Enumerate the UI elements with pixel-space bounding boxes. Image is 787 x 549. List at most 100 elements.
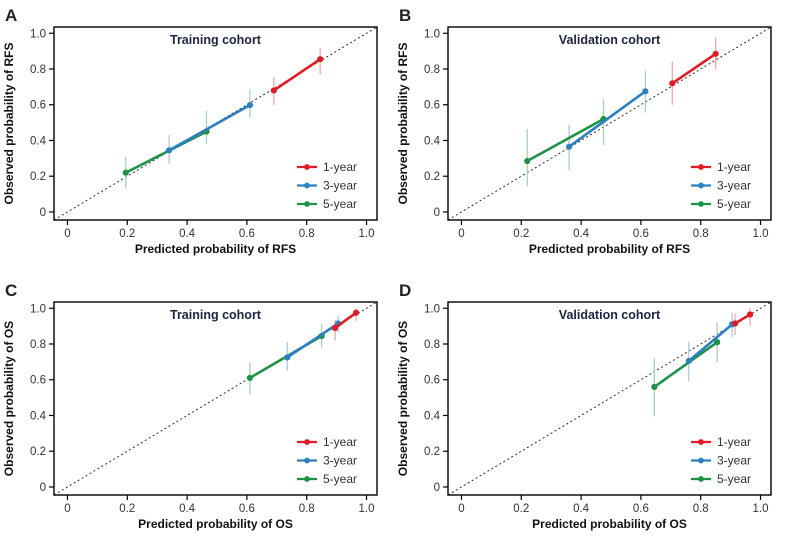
y-tick-label: 0.8 [30, 338, 46, 350]
x-tick-label: 0.6 [632, 228, 648, 240]
panel-letter: C [5, 281, 17, 300]
data-point-1-year [317, 56, 324, 63]
data-point-3-year [565, 143, 572, 150]
y-tick-label: 0.8 [30, 64, 46, 76]
x-tick-label: 1.0 [359, 503, 375, 515]
y-tick-label: 1.0 [30, 303, 46, 315]
y-axis-title: Observed probability of RFS [396, 42, 410, 204]
panel-letter: B [399, 6, 411, 25]
y-tick-label: 0.4 [424, 135, 441, 147]
x-tick-label: 0 [458, 228, 464, 240]
x-tick-label: 0.4 [179, 503, 196, 515]
plot-frame [446, 300, 772, 496]
x-tick-label: 0.2 [119, 503, 135, 515]
legend-marker-3-year [697, 457, 704, 463]
y-tick-label: 0 [40, 207, 46, 219]
data-point-3-year [641, 88, 648, 95]
legend-marker-5-year [697, 475, 704, 482]
legend-label-5-year: 5-year [717, 197, 751, 211]
x-tick-label: 0.6 [632, 503, 648, 515]
series-line-3-year [567, 90, 647, 149]
legend-marker-1-year [304, 164, 310, 170]
y-tick-label: 1.0 [30, 28, 46, 40]
panel-title: Validation cohort [558, 33, 660, 47]
legend-marker-3-year [304, 182, 310, 189]
y-tick-label: 0.6 [30, 100, 46, 112]
legend: 1-year 3-year 5-year [297, 160, 357, 211]
data-point-1-year [712, 50, 719, 57]
y-tick-label: 0.8 [424, 64, 440, 76]
data-point-1-year [270, 87, 277, 94]
x-tick-label: 0.8 [299, 503, 315, 515]
x-tick-label: 1.0 [359, 228, 375, 240]
legend-label-1-year: 1-year [323, 160, 357, 174]
series-line-1-year [670, 52, 717, 85]
y-tick-label: 0.6 [424, 100, 440, 112]
legend-label-1-year: 1-year [717, 160, 751, 174]
legend-marker-5-year [697, 201, 704, 207]
data-point-1-year [731, 319, 738, 327]
y-tick-label: 0.6 [424, 374, 440, 386]
panel-c: C 0 0 0.2 0.2 0.4 0.4 0.6 0.6 0.8 0.8 1.0 1.0 Trainin… [0, 275, 394, 549]
data-point-3-year [685, 357, 692, 364]
y-tick-label: 0.2 [424, 446, 440, 458]
panel-letter: A [5, 6, 17, 25]
x-tick-label: 0.2 [513, 228, 529, 240]
x-tick-label: 0.2 [119, 228, 135, 240]
legend-label-5-year: 5-year [717, 472, 751, 486]
legend: 1-year 3-year 5-year [690, 160, 751, 211]
legend-marker-1-year [304, 438, 310, 445]
calibration-plot-a: A 0 0 0.2 0.2 0.4 0.4 0.6 0.6 0.8 0.8 1.0 1.0 Trainin… [2, 6, 378, 256]
legend-marker-3-year [304, 457, 310, 463]
legend: 1-year 3-year 5-year [690, 435, 751, 486]
plot-frame [446, 26, 772, 221]
y-tick-label: 0.8 [424, 338, 440, 350]
x-tick-label: 0 [458, 503, 464, 515]
legend-marker-5-year [304, 475, 310, 482]
panel-a: A 0 0 0.2 0.2 0.4 0.4 0.6 0.6 0.8 0.8 1.0 1.0 Trainin… [0, 0, 394, 275]
data-point-1-year [332, 324, 339, 331]
x-tick-label: 1.0 [752, 503, 768, 515]
x-tick-label: 1.0 [752, 228, 768, 240]
data-point-3-year [166, 147, 173, 154]
x-tick-label: 0.2 [513, 503, 529, 515]
y-tick-label: 0.4 [30, 135, 47, 147]
data-point-5-year [713, 338, 720, 345]
series-line-1-year [333, 310, 358, 329]
series-line-5-year [652, 340, 718, 388]
y-tick-label: 0.6 [30, 374, 46, 386]
panel-d: D 0 0 0.2 0.2 0.4 0.4 0.6 0.6 0.8 0.8 1.0 1.0 Validat… [394, 275, 787, 549]
panel-title: Validation cohort [558, 308, 660, 322]
plot-frame [53, 26, 378, 221]
x-tick-label: 0.4 [573, 503, 590, 515]
y-tick-label: 0.4 [30, 410, 47, 422]
x-axis-title: Predicted probability of RFS [528, 242, 689, 256]
x-tick-label: 0.4 [573, 228, 590, 240]
x-tick-label: 0.6 [239, 503, 255, 515]
x-tick-label: 0 [64, 228, 70, 240]
y-tick-label: 0.2 [30, 446, 46, 458]
calibration-plot-d: D 0 0 0.2 0.2 0.4 0.4 0.6 0.6 0.8 0.8 1.0 1.0 Validat… [396, 281, 772, 531]
legend-label-3-year: 3-year [717, 453, 751, 467]
series-line-3-year [167, 103, 252, 152]
data-point-1-year [746, 310, 753, 318]
y-tick-label: 0.2 [30, 171, 46, 183]
calibration-plot-c: C 0 0 0.2 0.2 0.4 0.4 0.6 0.6 0.8 0.8 1.0 1.0 Trainin… [2, 281, 378, 531]
x-tick-label: 0 [64, 503, 70, 515]
x-tick-label: 0.8 [299, 228, 315, 240]
identity-line [447, 26, 771, 221]
y-axis-title: Observed probability of RFS [2, 42, 16, 204]
panel-letter: D [399, 281, 411, 300]
legend-label-5-year: 5-year [323, 472, 357, 486]
panel-title: Training cohort [170, 308, 262, 322]
legend-label-3-year: 3-year [323, 453, 357, 467]
legend-label-5-year: 5-year [323, 197, 357, 211]
y-tick-label: 1.0 [424, 303, 440, 315]
x-tick-label: 0.6 [239, 228, 255, 240]
y-tick-label: 1.0 [424, 28, 440, 40]
legend-label-3-year: 3-year [323, 179, 357, 193]
series-line-3-year [686, 322, 733, 362]
y-tick-label: 0.2 [424, 171, 440, 183]
legend-label-3-year: 3-year [717, 179, 751, 193]
